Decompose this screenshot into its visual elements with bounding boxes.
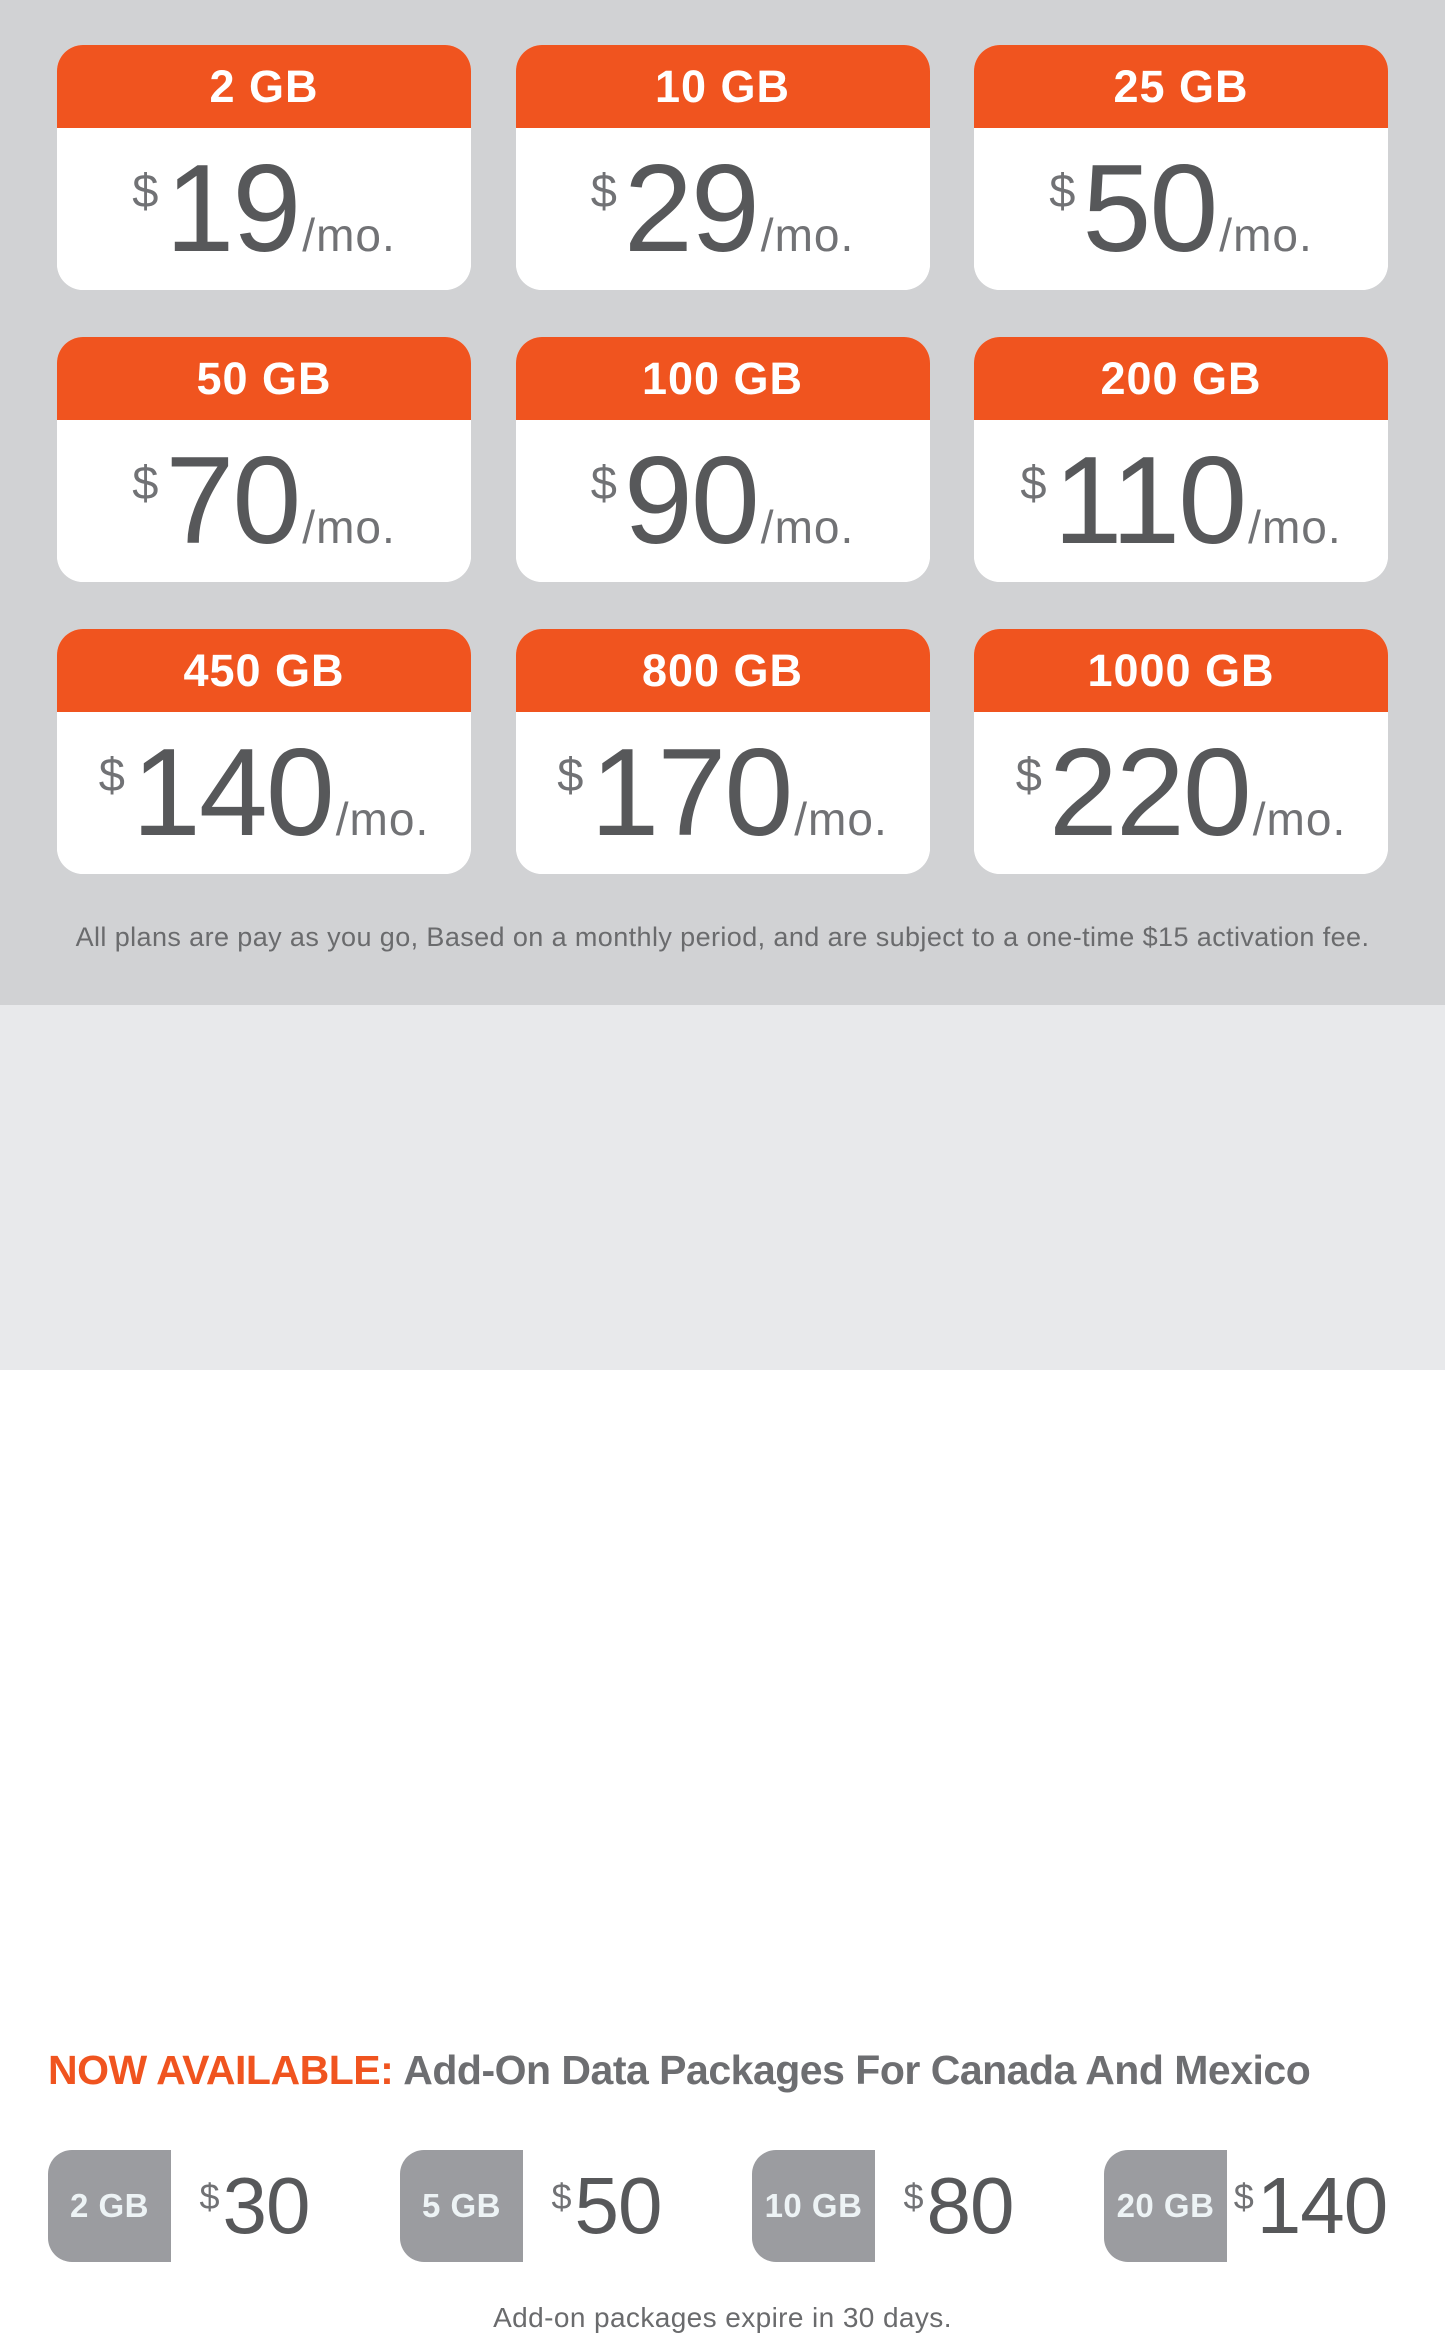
price-amount: 170 xyxy=(590,724,793,862)
plans-grid: 2 GB $ 19 /mo. 10 GB $ 29 /mo. 25 GB xyxy=(57,45,1388,874)
plan-price: $ 90 /mo. xyxy=(591,439,855,563)
price-amount: 29 xyxy=(623,140,760,278)
price-amount: 80 xyxy=(926,2161,1015,2250)
plan-card-1000gb: 1000 GB $ 220 /mo. xyxy=(974,629,1388,874)
currency-symbol: $ xyxy=(551,2176,572,2217)
addons-heading-highlight: NOW AVAILABLE: xyxy=(48,2047,394,2093)
price-period: /mo. xyxy=(302,501,396,553)
plan-price: $ 170 /mo. xyxy=(557,731,888,855)
plan-card-200gb: 200 GB $ 110 /mo. xyxy=(974,337,1388,582)
price-period: /mo. xyxy=(302,209,396,261)
price-amount: 110 xyxy=(1053,432,1247,570)
plan-price: $ 19 /mo. xyxy=(132,147,396,271)
plan-price: $ 140 /mo. xyxy=(99,731,430,855)
addon-price: $ 80 xyxy=(903,2161,1015,2250)
plan-data-amount: 800 GB xyxy=(515,629,930,712)
currency-symbol: $ xyxy=(199,2176,220,2217)
currency-symbol: $ xyxy=(1233,2176,1254,2217)
addon-data-amount: 10 GB xyxy=(752,2150,875,2262)
plan-card-50gb: 50 GB $ 70 /mo. xyxy=(57,337,471,582)
price-amount: 140 xyxy=(1256,2161,1388,2250)
price-period: /mo. xyxy=(1219,209,1313,261)
price-amount: 50 xyxy=(1082,140,1218,278)
plan-data-amount: 2 GB xyxy=(57,45,471,128)
currency-symbol: $ xyxy=(557,748,584,801)
price-amount: 220 xyxy=(1048,724,1252,862)
currency-symbol: $ xyxy=(590,456,617,509)
addons-row: 2 GB $ 30 5 GB $ 50 10 GB $ xyxy=(48,2150,1394,2262)
addons-heading-text: Add-On Data Packages For Canada And Mexi… xyxy=(403,2047,1311,2093)
addon-price: $ 140 xyxy=(1233,2161,1389,2250)
plan-price: $ 50 /mo. xyxy=(1049,147,1313,271)
addon-data-amount: 20 GB xyxy=(1104,2150,1227,2262)
currency-symbol: $ xyxy=(98,748,125,801)
currency-symbol: $ xyxy=(1049,164,1076,217)
price-period: /mo. xyxy=(1248,501,1342,553)
price-amount: 30 xyxy=(222,2161,311,2250)
plan-card-800gb: 800 GB $ 170 /mo. xyxy=(515,629,930,874)
addon-price: $ 30 xyxy=(199,2161,311,2250)
currency-symbol: $ xyxy=(1015,748,1042,801)
plans-disclaimer: All plans are pay as you go, Based on a … xyxy=(75,922,1370,952)
price-amount: 90 xyxy=(623,432,760,570)
price-amount: 140 xyxy=(131,724,335,862)
plan-price: $ 110 /mo. xyxy=(1020,439,1341,563)
currency-symbol: $ xyxy=(590,164,617,217)
addons-heading: NOW AVAILABLE: Add-On Data Packages For C… xyxy=(48,2047,1408,2094)
currency-symbol: $ xyxy=(132,456,159,509)
currency-symbol: $ xyxy=(903,2176,924,2217)
price-amount: 19 xyxy=(165,140,301,278)
plan-price: $ 29 /mo. xyxy=(591,147,855,271)
addons-section: NOW AVAILABLE: Add-On Data Packages For C… xyxy=(0,1005,1445,2333)
plan-data-amount: 450 GB xyxy=(57,629,471,712)
plan-data-amount: 200 GB xyxy=(974,337,1388,420)
plan-data-amount: 100 GB xyxy=(515,337,930,420)
plan-card-100gb: 100 GB $ 90 /mo. xyxy=(515,337,930,582)
addon-data-amount: 5 GB xyxy=(400,2150,523,2262)
price-period: /mo. xyxy=(760,209,855,261)
plan-data-amount: 1000 GB xyxy=(974,629,1388,712)
addon-card-2gb: 2 GB $ 30 xyxy=(48,2150,338,2262)
price-period: /mo. xyxy=(1252,793,1347,845)
plans-section: 2 GB $ 19 /mo. 10 GB $ 29 /mo. 25 GB xyxy=(0,0,1445,1005)
addon-price: $ 50 xyxy=(551,2161,663,2250)
plan-price: $ 70 /mo. xyxy=(132,439,396,563)
addon-card-5gb: 5 GB $ 50 xyxy=(400,2150,690,2262)
plan-data-amount: 10 GB xyxy=(515,45,930,128)
addons-expiry-note: Add-on packages expire in 30 days. xyxy=(493,2302,952,2333)
price-amount: 70 xyxy=(165,432,301,570)
plan-card-10gb: 10 GB $ 29 /mo. xyxy=(515,45,930,290)
plan-price: $ 220 /mo. xyxy=(1016,731,1347,855)
plan-data-amount: 50 GB xyxy=(57,337,471,420)
plan-card-450gb: 450 GB $ 140 /mo. xyxy=(57,629,471,874)
price-period: /mo. xyxy=(794,793,888,845)
price-amount: 50 xyxy=(574,2161,663,2250)
plan-data-amount: 25 GB xyxy=(974,45,1388,128)
addon-data-amount: 2 GB xyxy=(48,2150,171,2262)
currency-symbol: $ xyxy=(1020,456,1047,509)
addon-card-10gb: 10 GB $ 80 xyxy=(752,2150,1042,2262)
price-period: /mo. xyxy=(760,501,855,553)
price-period: /mo. xyxy=(335,793,430,845)
plan-card-2gb: 2 GB $ 19 /mo. xyxy=(57,45,471,290)
plan-card-25gb: 25 GB $ 50 /mo. xyxy=(974,45,1388,290)
addon-card-20gb: 20 GB $ 140 xyxy=(1104,2150,1394,2262)
currency-symbol: $ xyxy=(132,164,159,217)
